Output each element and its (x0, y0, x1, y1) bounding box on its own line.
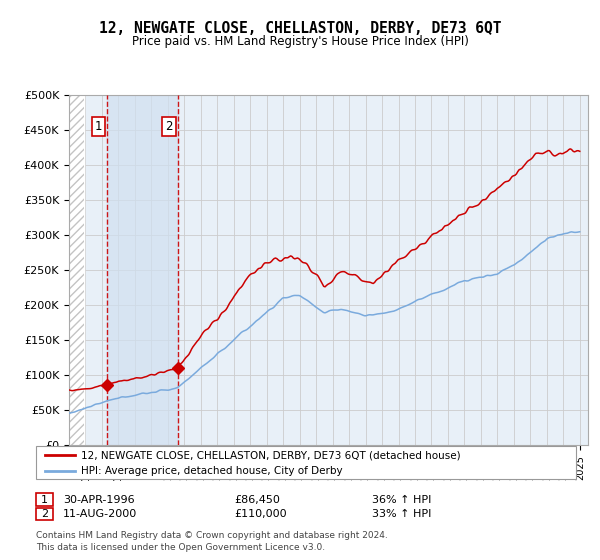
Text: HPI: Average price, detached house, City of Derby: HPI: Average price, detached house, City… (81, 466, 343, 475)
Text: 2: 2 (41, 509, 48, 519)
Text: £110,000: £110,000 (234, 509, 287, 519)
Text: 1: 1 (95, 120, 102, 133)
Text: 1: 1 (41, 494, 48, 505)
Text: 30-APR-1996: 30-APR-1996 (63, 494, 134, 505)
Text: 12, NEWGATE CLOSE, CHELLASTON, DERBY, DE73 6QT (detached house): 12, NEWGATE CLOSE, CHELLASTON, DERBY, DE… (81, 450, 461, 460)
Text: Contains HM Land Registry data © Crown copyright and database right 2024.
This d: Contains HM Land Registry data © Crown c… (36, 531, 388, 552)
Text: 33% ↑ HPI: 33% ↑ HPI (372, 509, 431, 519)
Text: £86,450: £86,450 (234, 494, 280, 505)
Text: 2: 2 (165, 120, 173, 133)
Text: Price paid vs. HM Land Registry's House Price Index (HPI): Price paid vs. HM Land Registry's House … (131, 35, 469, 48)
Bar (107, 95, 178, 445)
Text: 11-AUG-2000: 11-AUG-2000 (63, 509, 137, 519)
Text: 36% ↑ HPI: 36% ↑ HPI (372, 494, 431, 505)
Bar (69, 95, 84, 445)
Bar (69, 95, 84, 445)
Text: 12, NEWGATE CLOSE, CHELLASTON, DERBY, DE73 6QT: 12, NEWGATE CLOSE, CHELLASTON, DERBY, DE… (99, 21, 501, 36)
